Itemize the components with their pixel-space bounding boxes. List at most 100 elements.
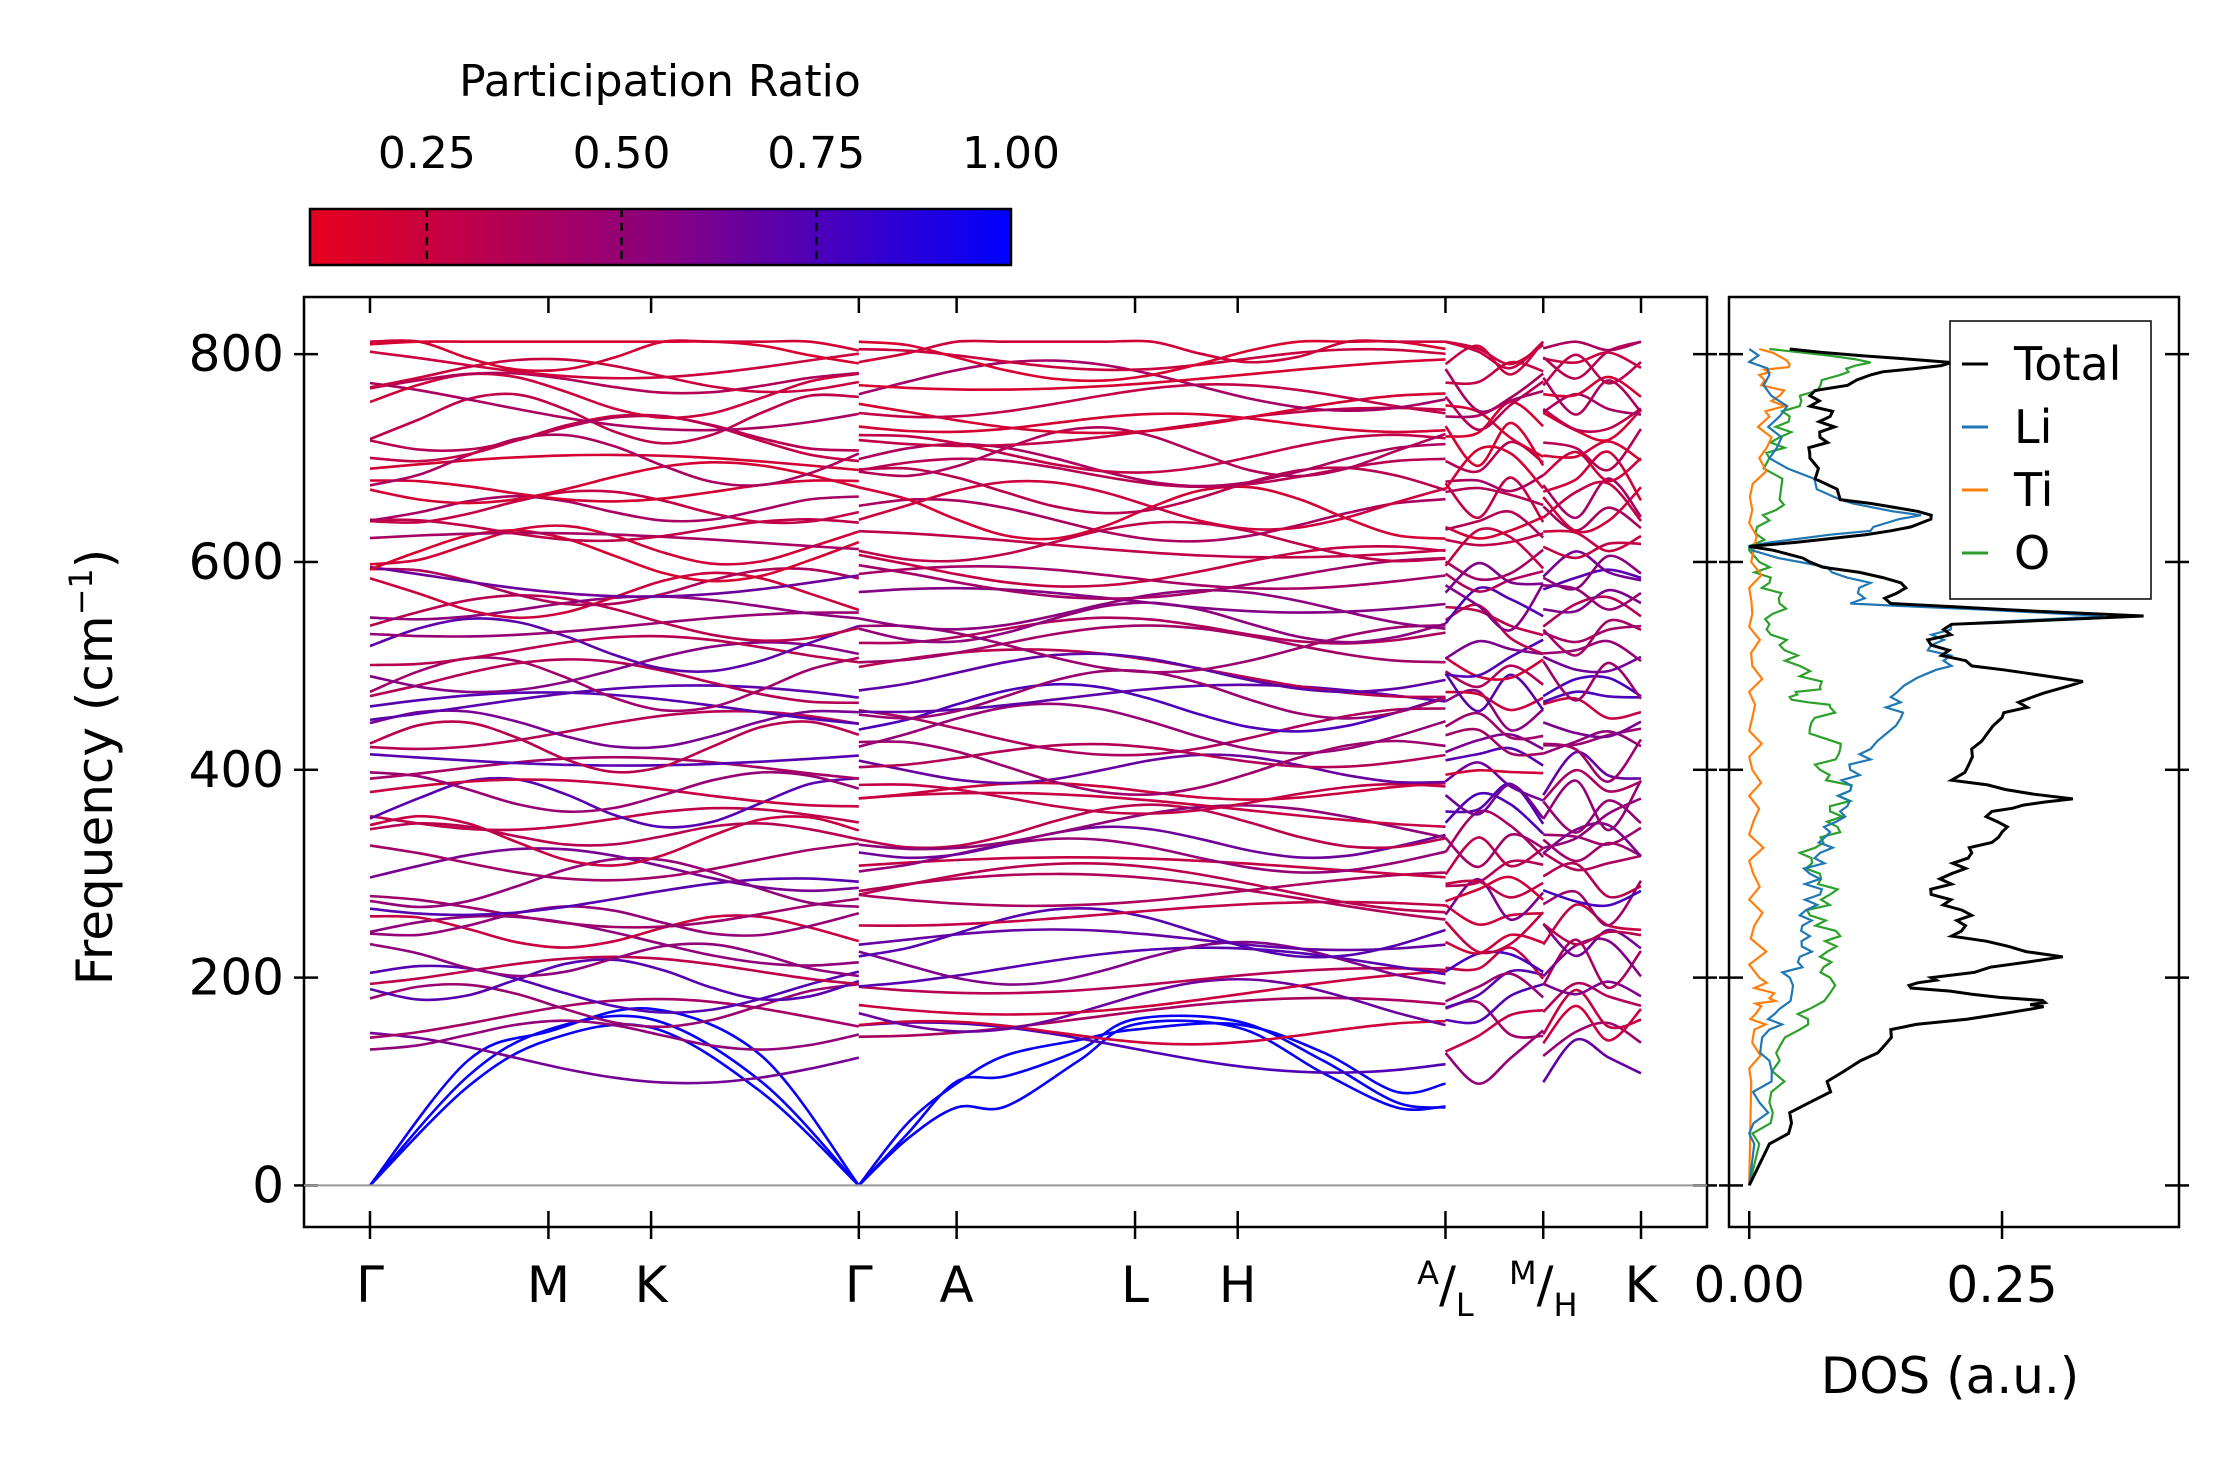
optical-branch — [1445, 404, 1544, 458]
y-axis-label-main: Frequency (cm — [66, 615, 124, 985]
optical-branch — [858, 970, 1446, 1016]
optical-branch — [1542, 450, 1642, 483]
optical-branch — [369, 720, 860, 774]
optical-branch — [858, 544, 1446, 588]
optical-branch — [1542, 851, 1642, 872]
optical-branch — [1444, 911, 1545, 955]
optical-branch — [1542, 690, 1642, 704]
optical-branch — [1543, 351, 1642, 369]
optical-branch — [1542, 655, 1642, 674]
optical-branch — [1444, 527, 1545, 570]
optical-branch — [858, 804, 1446, 851]
optical-branch — [1444, 972, 1545, 1003]
optical-branch — [1543, 639, 1642, 663]
optical-branch — [369, 914, 860, 949]
optical-branch — [1543, 727, 1642, 747]
optical-branch — [369, 847, 859, 893]
optical-branch — [369, 691, 859, 726]
optical-branch — [1543, 440, 1642, 462]
optical-branch — [369, 489, 860, 525]
dos-legend-label: Total — [2013, 337, 2121, 391]
optical-branch — [1542, 750, 1642, 796]
optical-branch — [1542, 541, 1642, 560]
optical-branch — [369, 856, 859, 909]
dos-series-ti — [1747, 347, 1791, 1186]
optical-branch — [858, 1019, 1446, 1046]
optical-branch — [858, 347, 1446, 372]
optical-branch — [1542, 505, 1642, 532]
optical-branch — [1542, 980, 1642, 998]
optical-branch — [858, 739, 1446, 797]
optical-branch — [858, 791, 1446, 828]
optical-branch — [369, 709, 859, 750]
y-tick-label: 600 — [189, 533, 284, 591]
dos-lines — [1746, 347, 2144, 1187]
optical-branch — [1543, 375, 1642, 398]
dos-series-o — [1748, 347, 1871, 1186]
optical-branch — [369, 778, 859, 808]
kpoint-label: Γ — [845, 1256, 873, 1314]
optical-branch — [1542, 340, 1642, 352]
optical-branch — [858, 556, 1446, 601]
optical-branch — [1445, 532, 1544, 547]
kpoint-label: A — [940, 1256, 974, 1314]
optical-branch — [1542, 797, 1642, 850]
optical-branch — [858, 682, 1446, 733]
optical-branch — [369, 641, 860, 694]
optical-branch — [369, 453, 859, 472]
optical-branch — [369, 1019, 860, 1051]
y-axis-label-sup: −1 — [62, 568, 100, 615]
optical-branch — [858, 339, 1446, 383]
optical-branch — [1445, 605, 1544, 637]
optical-branch — [1542, 696, 1642, 720]
optical-branch — [1542, 938, 1643, 990]
optical-branch — [369, 958, 860, 1002]
colorbar-ticks: 0.25 0.50 0.75 1.00 — [378, 128, 1060, 265]
optical-branch — [858, 412, 1446, 434]
optical-branch — [1542, 779, 1643, 832]
optical-branch — [369, 433, 860, 487]
optical-branch — [858, 433, 1446, 474]
optical-branch — [369, 1031, 860, 1085]
optical-branch — [369, 877, 859, 917]
optical-branch — [1444, 877, 1545, 922]
optical-branch — [1445, 732, 1544, 754]
optical-branch — [1444, 380, 1544, 431]
y-tick-label: 200 — [189, 949, 284, 1007]
optical-branch — [369, 414, 859, 453]
optical-branch — [1444, 639, 1544, 660]
optical-branch — [1542, 340, 1642, 380]
optical-branch — [1445, 875, 1544, 903]
optical-branch — [1445, 859, 1544, 888]
optical-branch — [1444, 603, 1544, 656]
dos-x-axis-label: DOS (a.u.) — [1821, 1347, 2080, 1405]
optical-branch — [1444, 1029, 1545, 1085]
optical-branch — [858, 601, 1446, 644]
optical-branch — [369, 593, 860, 643]
optical-branch — [858, 782, 1446, 815]
dos-series-total — [1747, 347, 2144, 1187]
optical-branch — [1542, 674, 1642, 698]
optical-branch — [1542, 377, 1642, 416]
optical-branch — [1542, 720, 1642, 739]
optical-branch — [369, 997, 860, 1039]
optical-branch — [1542, 408, 1642, 442]
optical-branch — [858, 683, 1446, 714]
dos-legend-label: Ti — [2013, 463, 2053, 517]
optical-branch — [1445, 879, 1544, 899]
optical-branch — [858, 825, 1446, 860]
optical-branch — [1444, 903, 1544, 926]
kpoint-label: L — [1121, 1256, 1149, 1314]
optical-branch — [858, 520, 1446, 563]
band-lines — [368, 339, 1643, 1187]
optical-branch — [1542, 1004, 1642, 1045]
optical-branch — [1543, 529, 1642, 553]
optical-branch — [858, 753, 1446, 785]
optical-branch — [369, 565, 859, 598]
colorbar-tick-label: 0.75 — [767, 128, 865, 179]
optical-branch — [858, 383, 1446, 419]
optical-branch — [369, 814, 860, 867]
optical-branch — [1445, 746, 1544, 767]
optical-branch — [369, 567, 860, 607]
